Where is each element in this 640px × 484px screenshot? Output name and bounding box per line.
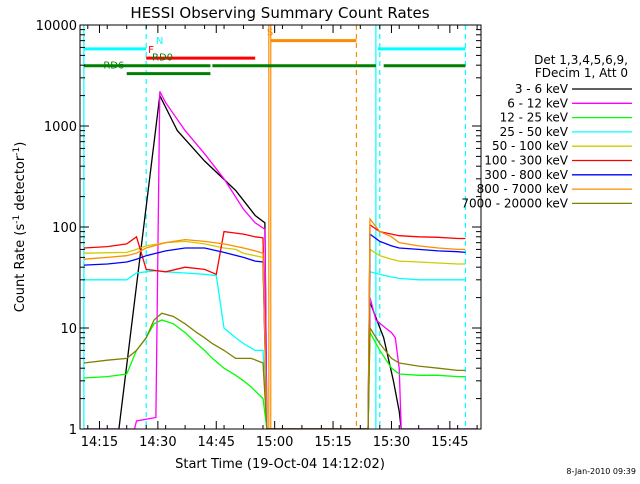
x-tick-label-1: 14:30: [139, 435, 176, 450]
x-tick-label-0: 14:15: [81, 435, 118, 450]
y-tick-label-3: 1000: [44, 120, 77, 135]
x-axis-label: Start Time (19-Oct-04 14:12:02): [175, 457, 385, 472]
y-tick-label-2: 100: [52, 221, 77, 236]
legend-label-4: 50 - 100 keV: [492, 139, 569, 153]
y-tick-label-0: 1: [69, 423, 77, 438]
legend-label-7: 800 - 7000 keV: [477, 182, 569, 196]
x-tick-label-6: 15:45: [431, 435, 468, 450]
legend-label-6: 300 - 800 keV: [484, 168, 568, 182]
legend-header-line-1: Det 1,3,4,5,6,9,: [534, 53, 628, 67]
series-line-5: [83, 223, 466, 429]
series-line-1: [83, 91, 478, 429]
legend-label-3: 25 - 50 keV: [500, 125, 569, 139]
chart-title: HESSI Observing Summary Count Rates: [130, 4, 429, 22]
axis-layer: 14:15 14:30 14:45 15:00 15:15 15:30 15:45 1 10 10…: [36, 19, 481, 450]
y-axis-label-exponent-2: -1: [12, 147, 22, 156]
y-axis-label: Count Rate (s-1 detector-1): [12, 142, 28, 313]
legend-header-line-2: FDecim 1, Att 0: [535, 66, 628, 80]
plot-data-layer: [83, 25, 478, 429]
y-tick-label-4: 10000: [36, 19, 77, 34]
y-axis-label-suffix: ): [13, 142, 28, 147]
y-axis-label-exponent: -1: [12, 215, 22, 224]
footer-date: 8-Jan-2010 09:39: [566, 467, 636, 476]
y-tick-label-1: 10: [60, 322, 77, 337]
x-tick-label-4: 15:15: [314, 435, 351, 450]
legend-label-1: 6 - 12 keV: [507, 96, 569, 110]
series-line-3: [83, 269, 466, 429]
legend: Det 1,3,4,5,6,9, FDecim 1, Att 0 3 - 6 k…: [461, 53, 632, 210]
series-line-7: [83, 217, 466, 429]
legend-label-5: 100 - 300 keV: [484, 154, 568, 168]
flag-bar-label-1: S: [267, 28, 273, 39]
legend-label-2: 12 - 25 keV: [500, 111, 569, 125]
flag-bar-label-3: RD0: [152, 53, 173, 64]
y-axis-label-middle: detector: [13, 155, 28, 215]
x-tick-label-5: 15:30: [373, 435, 410, 450]
x-tick-label-2: 14:45: [198, 435, 235, 450]
x-tick-label-3: 15:00: [256, 435, 293, 450]
series-line-6: [83, 232, 466, 429]
flag-bar-label-0: N: [156, 36, 163, 47]
series-line-2: [83, 319, 466, 429]
y-axis-label-prefix: Count Rate (s: [13, 224, 28, 313]
series-line-4: [83, 240, 466, 429]
flag-bar-label-4: RD6: [103, 61, 124, 72]
series-line-8: [83, 312, 466, 429]
legend-label-8: 7000 - 20000 keV: [461, 196, 568, 210]
legend-label-0: 3 - 6 keV: [515, 82, 569, 96]
flag-bar-label-2: F: [148, 45, 154, 56]
plot-frame: [79, 24, 482, 430]
